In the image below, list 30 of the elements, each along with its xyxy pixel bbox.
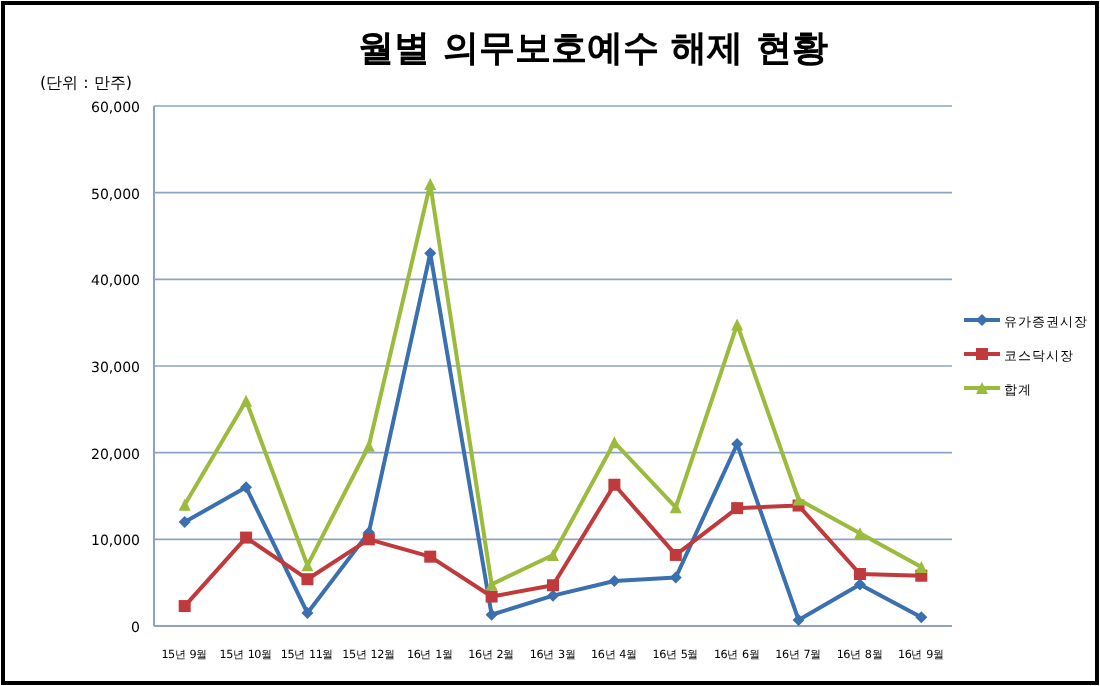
- point: [424, 178, 437, 190]
- point: [731, 438, 744, 450]
- point: [731, 502, 744, 515]
- point: [485, 590, 498, 603]
- point: [178, 600, 191, 613]
- point: [669, 501, 682, 514]
- point: [608, 478, 621, 491]
- point: [853, 527, 866, 540]
- point: [547, 548, 559, 561]
- point: [485, 608, 498, 621]
- point: [301, 573, 314, 586]
- point: [178, 516, 191, 528]
- point: [424, 550, 437, 563]
- point: [915, 561, 928, 574]
- point: [853, 568, 866, 580]
- point: [240, 394, 253, 407]
- text: (단위 : 만주): [40, 74, 133, 92]
- point: [915, 611, 928, 624]
- point: [792, 493, 805, 506]
- point: [240, 531, 253, 544]
- point: [178, 498, 191, 511]
- point: [669, 548, 682, 561]
- point: [362, 533, 375, 546]
- point: [301, 559, 314, 572]
- point: [731, 318, 744, 331]
- point: [240, 481, 253, 494]
- chart-title: 월별 의무보호예수 해제 현황: [358, 28, 828, 70]
- point: [792, 613, 805, 626]
- point: [547, 579, 559, 592]
- point: [301, 607, 314, 619]
